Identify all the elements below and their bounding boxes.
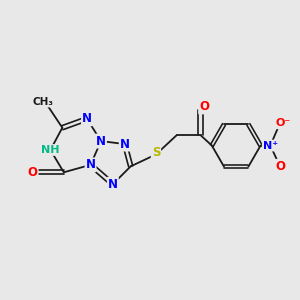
Text: O: O [276,160,286,173]
Text: O⁻: O⁻ [275,118,290,128]
Text: N: N [82,112,92,125]
Text: N⁺: N⁺ [263,140,278,151]
Text: N: N [96,135,106,148]
Text: CH₃: CH₃ [32,97,53,107]
Text: N: N [85,158,96,171]
Text: NH: NH [41,145,60,155]
Text: N: N [108,178,118,191]
Text: O: O [199,100,209,113]
Text: S: S [152,146,160,160]
Text: O: O [28,166,38,179]
Text: N: N [120,138,130,151]
